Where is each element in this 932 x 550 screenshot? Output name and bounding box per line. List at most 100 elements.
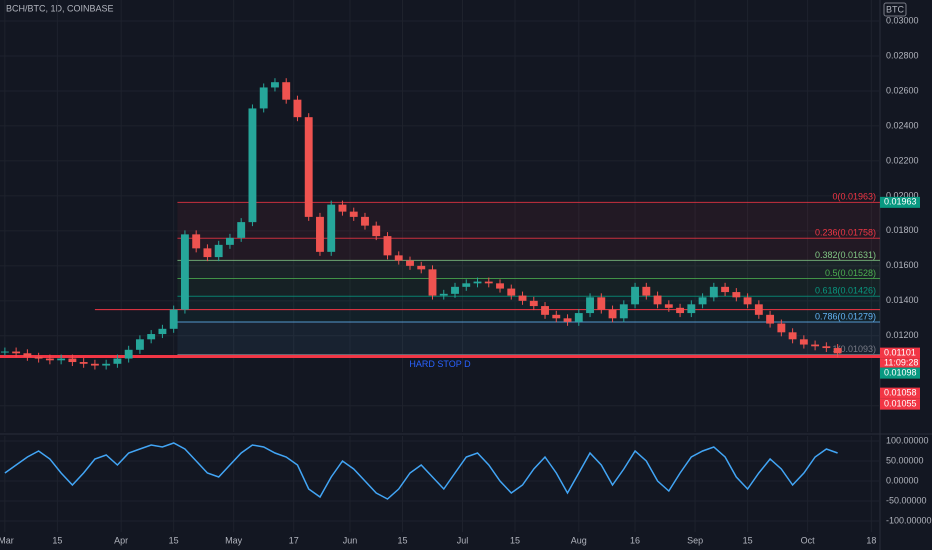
- countdown-box: [880, 358, 920, 368]
- candle: [203, 248, 212, 258]
- candle: [529, 300, 538, 307]
- x-tick-label: Apr: [114, 535, 128, 545]
- candle: [597, 297, 606, 310]
- oscillator-line: [4, 442, 838, 500]
- candle: [687, 304, 696, 314]
- x-tick-label: 15: [510, 535, 520, 545]
- candle: [788, 332, 797, 340]
- candle: [631, 286, 639, 305]
- candle: [0, 351, 9, 353]
- fib-label: 0.382(0.01631): [815, 250, 876, 260]
- candle: [563, 318, 572, 322]
- candle: [439, 293, 448, 296]
- price-label-box: [880, 196, 920, 208]
- fib-band: [177, 202, 880, 239]
- candle: [653, 295, 662, 305]
- candle: [135, 339, 144, 350]
- candle: [304, 117, 313, 217]
- candle: [372, 225, 381, 237]
- candle: [271, 82, 279, 88]
- candle: [192, 234, 201, 249]
- candle: [349, 211, 358, 217]
- candle: [417, 265, 426, 270]
- candle: [833, 348, 842, 354]
- fib-label: 0.618(0.01426): [815, 286, 876, 296]
- y-tick-label: 50.00000: [886, 455, 924, 465]
- candle: [90, 363, 99, 366]
- candle: [586, 297, 594, 314]
- x-tick-label: 15: [169, 535, 179, 545]
- x-tick-label: 15: [397, 535, 407, 545]
- candle: [113, 358, 122, 364]
- price-label: 0.01101: [884, 347, 916, 357]
- y-tick-label: 0.02000: [886, 190, 919, 200]
- candle: [158, 328, 167, 335]
- candle: [462, 283, 471, 287]
- y-tick-label: 100.00000: [886, 435, 929, 445]
- y-tick-label: 0.02400: [886, 120, 919, 130]
- y-tick-label: -100.00000: [886, 515, 932, 525]
- candle: [226, 237, 234, 245]
- candle: [676, 307, 685, 314]
- candle: [383, 236, 392, 256]
- price-label: 0.01963: [884, 197, 917, 207]
- currency-box: [883, 2, 907, 17]
- candle: [338, 204, 347, 212]
- x-tick-label: 15: [743, 535, 753, 545]
- price-label: 0.01058: [884, 387, 917, 397]
- y-tick-label: 0.01800: [886, 225, 919, 235]
- fib-band: [177, 321, 880, 355]
- candle: [507, 288, 516, 296]
- candle: [754, 304, 763, 315]
- y-tick-label: 0.02800: [886, 50, 919, 60]
- candle: [327, 204, 336, 252]
- x-tick-label: Jun: [343, 535, 358, 545]
- candle: [541, 306, 549, 315]
- candle: [248, 108, 257, 223]
- candle: [237, 222, 246, 238]
- candle: [822, 346, 831, 349]
- candle: [698, 297, 707, 305]
- candle: [619, 304, 628, 319]
- candle: [169, 309, 178, 329]
- candle: [799, 339, 808, 345]
- candle: [743, 297, 752, 305]
- y-tick-label: 0.01400: [886, 295, 919, 305]
- candle: [124, 349, 133, 359]
- candle: [57, 358, 66, 361]
- candle: [34, 356, 43, 359]
- fib-band: [177, 260, 880, 279]
- x-tick-label: 17: [289, 535, 299, 545]
- fib-label: 0(0.01963): [832, 192, 876, 202]
- candle: [811, 344, 820, 347]
- y-tick-label: 0.01200: [886, 330, 919, 340]
- price-label-box: [880, 387, 920, 399]
- x-tick-label: 18: [866, 535, 876, 545]
- candle: [451, 286, 459, 294]
- candle: [518, 295, 527, 301]
- candle: [259, 87, 268, 109]
- price-label-box: [880, 398, 920, 410]
- y-tick-label: 0.02600: [886, 85, 919, 95]
- candle: [394, 255, 403, 261]
- x-tick-label: Oct: [801, 535, 816, 545]
- candle: [361, 216, 369, 226]
- y-tick-label: 0.01600: [886, 260, 919, 270]
- fib-label: 0.236(0.01758): [815, 228, 876, 238]
- candle: [147, 334, 156, 340]
- candle: [473, 281, 482, 284]
- candle: [484, 281, 493, 284]
- price-label: 0.01098: [884, 367, 917, 377]
- candle: [777, 323, 786, 333]
- candle: [721, 286, 730, 293]
- candle: [664, 304, 673, 308]
- y-tick-label: -50.00000: [886, 495, 927, 505]
- candle: [428, 269, 437, 296]
- candle: [406, 260, 414, 266]
- candle: [102, 363, 111, 366]
- x-tick-label: Jul: [457, 535, 469, 545]
- fib-band: [177, 238, 880, 261]
- candle: [45, 358, 54, 361]
- chart-title: BCH/BTC, 1D, COINBASE: [6, 3, 114, 13]
